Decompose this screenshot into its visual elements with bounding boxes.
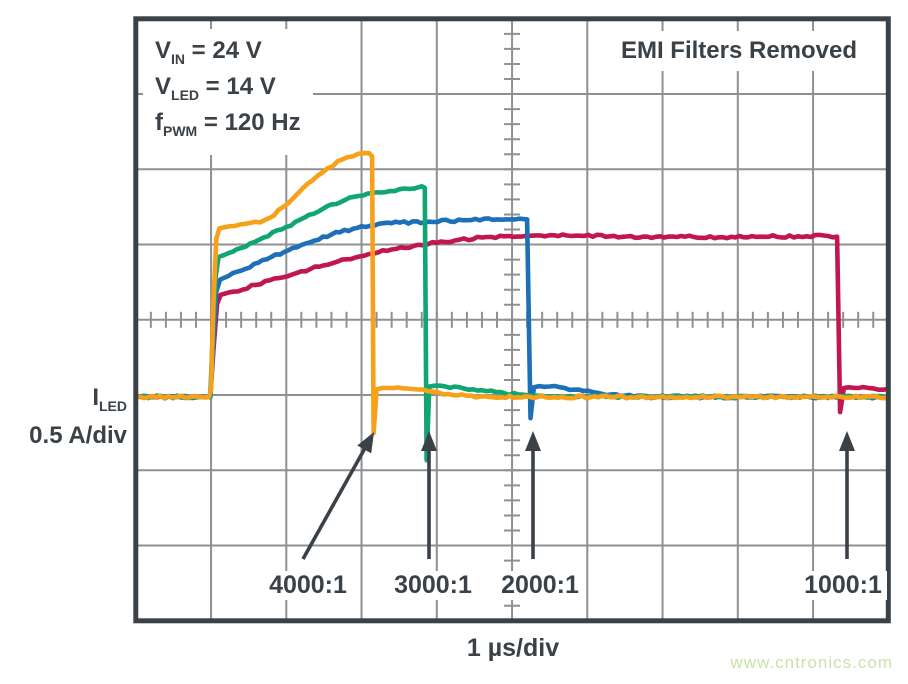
dimming-ratio-label-1000: 1000:1 [799,571,887,600]
plot-frame [133,16,891,624]
condition-vin: VIN = 24 V [155,37,262,67]
y-axis-label-signal: ILED [92,384,127,414]
watermark: www.cntronics.com [730,653,893,672]
y-axis-label: ILED 0.5 A/div [6,383,127,451]
arrow-shaft-4000-1 [301,443,369,560]
y-axis-label-scale: 0.5 A/div [29,422,127,449]
arrow-head-2000-1 [525,431,541,451]
dimming-ratio-label-4000: 4000:1 [264,571,352,600]
condition-vled: VLED = 14 V [155,73,276,103]
dimming-ratio-label-3000: 3000:1 [389,571,477,600]
callout-arrows [301,431,855,560]
dimming-ratio-label-2000: 2000:1 [496,571,584,600]
arrow-head-4000-1 [357,432,374,454]
trace-4000-1 [133,150,891,436]
waveform-traces [133,150,891,463]
condition-fpwm: fPWM = 120 Hz [155,109,301,139]
arrow-head-1000-1 [839,431,855,451]
graticule-ticks [149,32,875,607]
arrow-head-3000-1 [421,431,437,451]
test-conditions-block: VIN = 24 V VLED = 14 V fPWM = 120 Hz [143,29,313,155]
emi-note: EMI Filters Removed [597,31,881,71]
x-axis-label: 1 µs/div [466,634,560,662]
trace-1000-1 [133,232,891,415]
